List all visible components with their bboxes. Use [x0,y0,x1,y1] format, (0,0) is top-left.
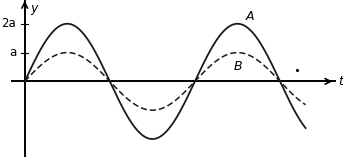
Text: t: t [338,75,343,88]
Text: A: A [246,10,255,23]
Text: a: a [9,46,16,59]
Text: 2a: 2a [1,17,16,30]
Text: y: y [30,2,37,15]
Text: B: B [233,60,242,73]
